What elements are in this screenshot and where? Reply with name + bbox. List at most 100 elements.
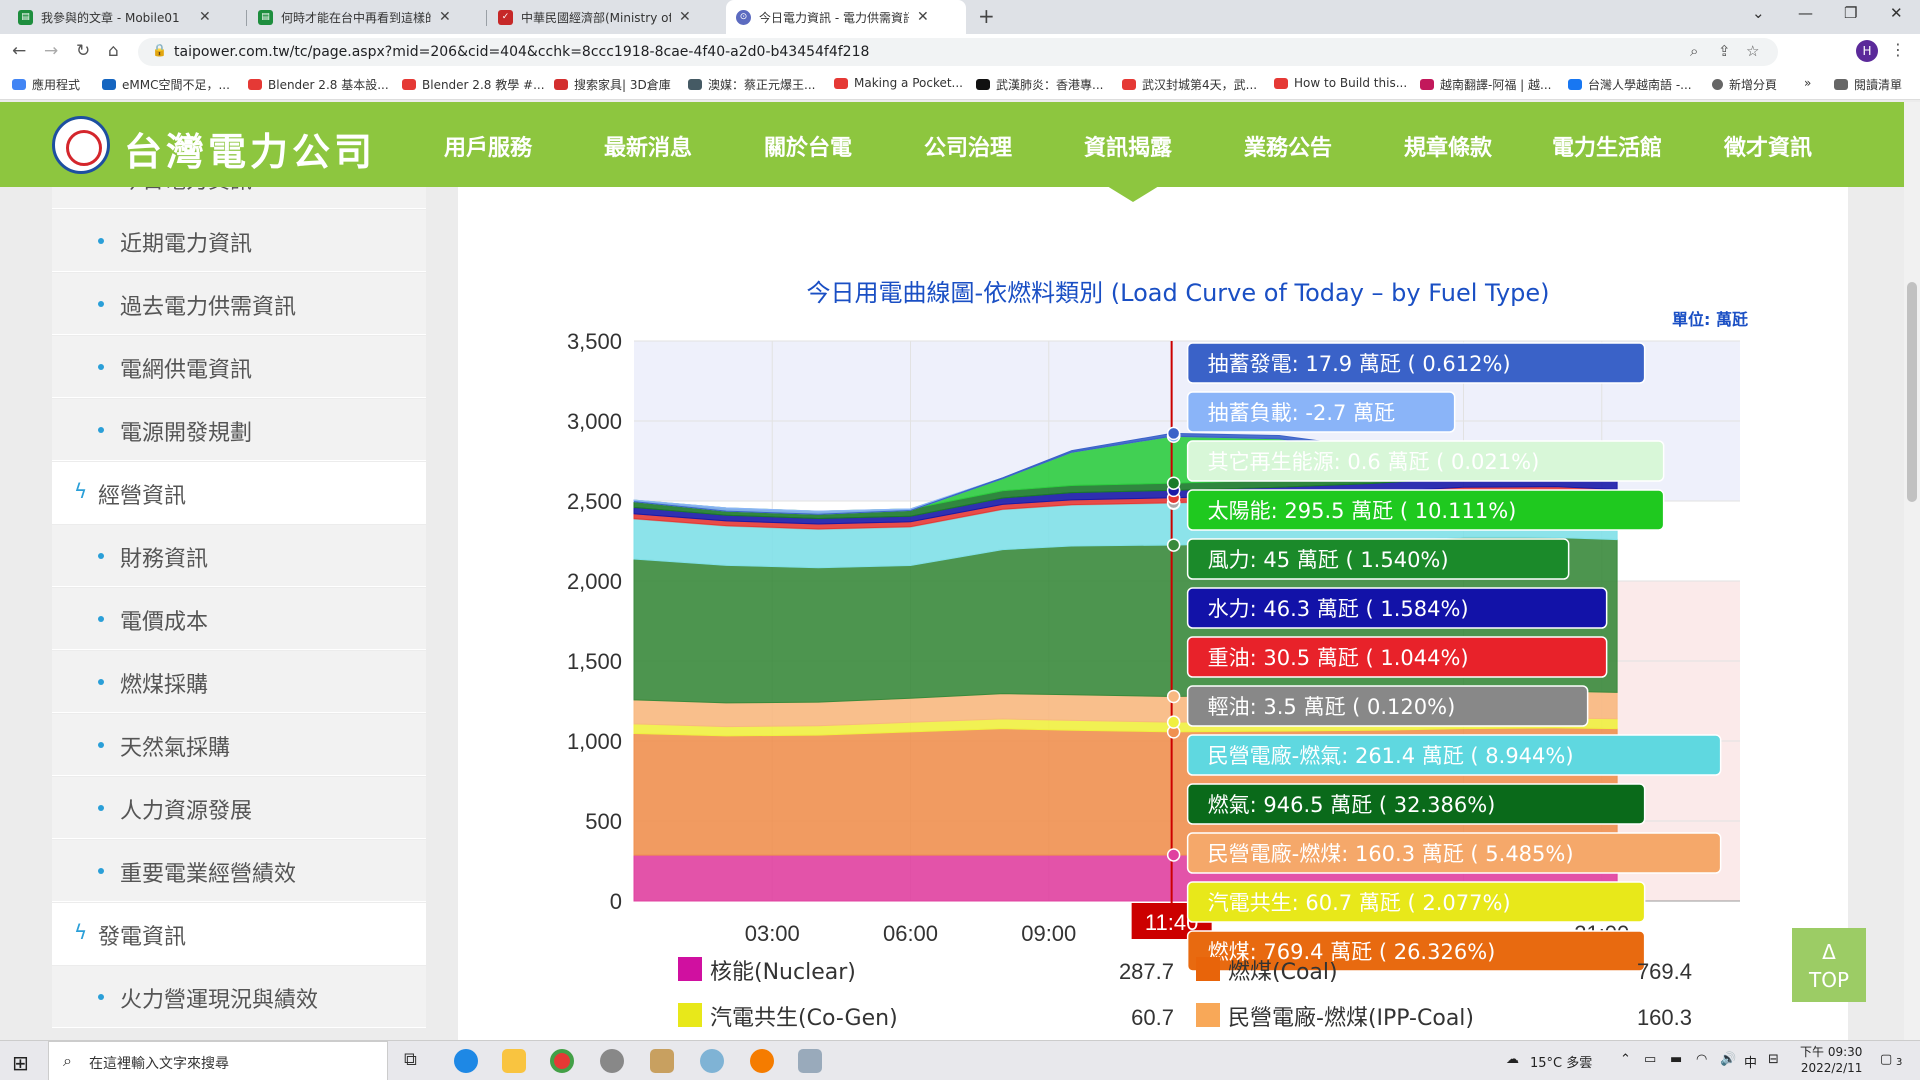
sidebar-item-label: 電價成本 xyxy=(120,610,209,635)
sidebar-item-performance[interactable]: 重要電業經營績效 xyxy=(52,840,426,902)
app-icon[interactable] xyxy=(700,1049,724,1073)
forward-icon[interactable]: → xyxy=(44,41,59,61)
minimize-icon[interactable]: — xyxy=(1798,4,1813,22)
battery-icon[interactable]: ▬ xyxy=(1670,1052,1683,1067)
sidebar-item-hr[interactable]: 人力資源發展 xyxy=(52,777,426,839)
sidebar-item-coal-purchase[interactable]: 燃煤採購 xyxy=(52,651,426,713)
close-window-icon[interactable]: ✕ xyxy=(1890,4,1903,22)
sidebar-item-thermal[interactable]: 火力營運現況與績效 xyxy=(52,966,426,1028)
wifi-icon[interactable]: ◠ xyxy=(1696,1052,1708,1067)
edge-icon[interactable] xyxy=(454,1049,478,1073)
keyboard-icon[interactable]: ⊟ xyxy=(1768,1052,1779,1067)
tab-search-icon[interactable]: ⌄ xyxy=(1752,4,1765,22)
back-to-top-button[interactable]: Δ TOP xyxy=(1792,928,1866,1002)
bookmark-item[interactable]: 武漢肺炎：香港專... xyxy=(976,76,1103,93)
restore-icon[interactable]: ❐ xyxy=(1844,4,1858,22)
ime-indicator[interactable]: 中 xyxy=(1744,1056,1758,1071)
scrollbar-thumb[interactable] xyxy=(1907,282,1917,502)
app-icon[interactable] xyxy=(650,1049,674,1073)
browser-tab-moea[interactable]: ✓ 中華民國經濟部(Ministry of Eco ✕ xyxy=(488,0,724,34)
chrome-icon[interactable] xyxy=(550,1049,574,1073)
sidebar-item-today[interactable]: 今日電力資訊 xyxy=(52,187,426,209)
nav-regulations[interactable]: 規章條款 xyxy=(1404,136,1493,161)
bookmark-item[interactable]: 武汉封城第4天，武... xyxy=(1122,76,1257,93)
nav-about[interactable]: 關於台電 xyxy=(764,136,853,161)
bookmark-apps[interactable]: 應用程式 xyxy=(12,76,80,93)
close-tab-icon[interactable]: ✕ xyxy=(439,9,451,25)
notification-icon[interactable]: ▢ xyxy=(1880,1052,1893,1067)
bookmark-item[interactable]: 澳媒：蔡正元爆王... xyxy=(688,76,815,93)
weather-icon[interactable]: ☁ xyxy=(1506,1052,1519,1067)
close-tab-icon[interactable]: ✕ xyxy=(917,9,929,25)
taskbar-clock[interactable]: 下午 09:30 2022/2/11 xyxy=(1800,1044,1862,1076)
nav-customer-service[interactable]: 用戶服務 xyxy=(444,136,533,161)
app-icon[interactable] xyxy=(600,1049,624,1073)
close-tab-icon[interactable]: ✕ xyxy=(199,9,211,25)
lock-icon[interactable]: 🔒 xyxy=(152,43,167,57)
task-view-icon[interactable]: ⧉ xyxy=(404,1049,417,1070)
bookmark-item[interactable]: How to Build this... xyxy=(1274,76,1407,90)
bookmark-item[interactable]: 新增分頁 xyxy=(1712,76,1777,93)
sidebar-item-price-cost[interactable]: 電價成本 xyxy=(52,588,426,650)
nav-power-life[interactable]: 電力生活館 xyxy=(1552,136,1663,161)
omnibox[interactable]: 🔒 taipower.com.tw/tc/page.aspx?mid=206&c… xyxy=(138,38,1778,66)
bookmark-item[interactable]: Blender 2.8 基本設... xyxy=(248,76,389,93)
app-icon[interactable] xyxy=(798,1049,822,1073)
nav-announcements[interactable]: 業務公告 xyxy=(1244,136,1333,161)
y-tick-label: 3,000 xyxy=(567,409,622,434)
apps-grid-icon xyxy=(12,79,26,90)
bookmark-label: 應用程式 xyxy=(32,78,81,92)
zoom-icon[interactable]: ⌕ xyxy=(1690,42,1699,60)
nav-governance[interactable]: 公司治理 xyxy=(924,136,1013,161)
browser-tab-bluesky[interactable]: ▤ 何時才能在台中再看到這樣的藍天 ✕ xyxy=(248,0,484,34)
sidebar-item-planning[interactable]: 電源開發規劃 xyxy=(52,399,426,461)
sidebar-group-operations[interactable]: ϟ 經營資訊 xyxy=(52,462,426,524)
bookmark-label: eMMC空間不足，... xyxy=(122,78,230,92)
taipower-logo-icon[interactable] xyxy=(52,116,110,174)
weather-text[interactable]: 15°C 多雲 xyxy=(1530,1056,1593,1071)
new-tab-icon[interactable]: + xyxy=(978,4,995,28)
sidebar-item-gas-purchase[interactable]: 天然氣採購 xyxy=(52,714,426,776)
sidebar-item-finance[interactable]: 財務資訊 xyxy=(52,525,426,587)
reading-list[interactable]: 閱讀清單 xyxy=(1834,76,1902,93)
nav-careers[interactable]: 徵才資訊 xyxy=(1724,136,1813,161)
url-text[interactable]: taipower.com.tw/tc/page.aspx?mid=206&cid… xyxy=(174,44,870,60)
reload-icon[interactable]: ↻ xyxy=(76,41,91,61)
home-icon[interactable]: ⌂ xyxy=(108,41,119,61)
site-logo-text[interactable]: 台灣電力公司 xyxy=(124,129,377,174)
volume-icon[interactable]: 🔊 xyxy=(1720,1052,1737,1067)
tooltip-text: 水力: 46.3 萬瓩 ( 1.584%) xyxy=(1208,597,1469,621)
tab-title: 中華民國經濟部(Ministry of Eco xyxy=(521,10,671,25)
browser-menu-icon[interactable]: ⋮ xyxy=(1890,40,1906,59)
file-explorer-icon[interactable] xyxy=(502,1049,526,1073)
bookmark-item[interactable]: eMMC空間不足，... xyxy=(102,76,230,93)
bookmark-label: Blender 2.8 教學 #... xyxy=(422,78,545,92)
sidebar-item-grid[interactable]: 電網供電資訊 xyxy=(52,336,426,398)
bookmark-star-icon[interactable]: ☆ xyxy=(1746,42,1760,60)
page-scrollbar[interactable] xyxy=(1904,102,1920,1040)
blender-icon[interactable] xyxy=(750,1049,774,1073)
windows-start-icon[interactable]: ⊞ xyxy=(12,1051,29,1075)
network-icon[interactable]: ▭ xyxy=(1644,1052,1657,1067)
tray-overflow-icon[interactable]: ⌃ xyxy=(1620,1052,1631,1067)
bookmark-item[interactable]: Making a Pocket... xyxy=(834,76,963,90)
nav-latest-news[interactable]: 最新消息 xyxy=(604,136,693,161)
taskbar-search-box[interactable]: ⌕ 在這裡輸入文字來搜尋 xyxy=(48,1041,388,1080)
back-icon[interactable]: ← xyxy=(12,41,27,61)
tooltip-text: 輕油: 3.5 萬瓩 ( 0.120%) xyxy=(1208,695,1456,719)
browser-tab-taipower[interactable]: ⊙ 今日電力資訊 - 電力供需資訊 - 台 ✕ xyxy=(726,0,966,34)
nav-disclosure[interactable]: 資訊揭露 xyxy=(1084,136,1173,161)
bookmark-item[interactable]: 搜索家具| 3D倉庫 xyxy=(554,76,671,93)
bookmark-item[interactable]: 台灣人學越南語 -... xyxy=(1568,76,1692,93)
sidebar-item-recent[interactable]: 近期電力資訊 xyxy=(52,210,426,272)
bookmarks-overflow-icon[interactable]: » xyxy=(1804,76,1812,90)
profile-avatar[interactable]: H xyxy=(1856,40,1878,62)
browser-tab-mobile01[interactable]: ▤ 我參與的文章 - Mobile01 ✕ xyxy=(8,0,244,34)
sidebar-item-past[interactable]: 過去電力供需資訊 xyxy=(52,273,426,335)
bookmark-item[interactable]: Blender 2.8 教學 #... xyxy=(402,76,545,93)
close-tab-icon[interactable]: ✕ xyxy=(679,9,691,25)
sidebar-group-generation[interactable]: ϟ 發電資訊 xyxy=(52,903,426,965)
load-curve-chart[interactable]: 0 500 1,000 1,500 2,000 2,500 3,000 3,500 03:00 0… xyxy=(458,187,1848,1040)
bookmark-item[interactable]: 越南翻譯-阿福 | 越... xyxy=(1420,76,1551,93)
share-icon[interactable]: ⇪ xyxy=(1718,42,1731,60)
